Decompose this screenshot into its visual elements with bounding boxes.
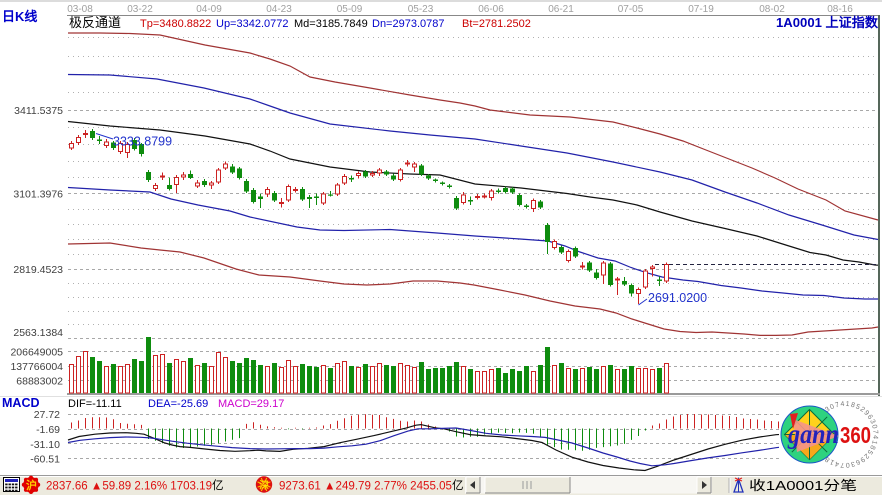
svg-text:137766004: 137766004 <box>10 361 63 373</box>
svg-text:6: 6 <box>854 458 861 466</box>
svg-text:0: 0 <box>870 424 878 430</box>
svg-text:4: 4 <box>840 401 845 408</box>
svg-text:2: 2 <box>859 406 866 414</box>
svg-text:27.72: 27.72 <box>34 409 60 421</box>
svg-text:68883002: 68883002 <box>16 376 63 388</box>
svg-text:gann: gann <box>787 419 839 449</box>
svg-text:08-02: 08-02 <box>759 4 785 15</box>
svg-text:1A0001 上证指数: 1A0001 上证指数 <box>776 15 879 30</box>
svg-text:7: 7 <box>834 402 840 410</box>
svg-text:1: 1 <box>845 401 850 408</box>
svg-text:9: 9 <box>859 455 866 463</box>
svg-text:亿: 亿 <box>212 479 224 492</box>
svg-text:4: 4 <box>871 435 878 440</box>
svg-text:2691.0200: 2691.0200 <box>648 291 707 305</box>
svg-text:沪: 沪 <box>26 478 37 492</box>
svg-text:03-22: 03-22 <box>127 4 153 15</box>
svg-text:08-16: 08-16 <box>827 4 853 15</box>
svg-text:2: 2 <box>862 452 870 460</box>
svg-text:-1.69: -1.69 <box>36 424 60 436</box>
svg-text:03-08: 03-08 <box>67 4 93 15</box>
svg-text:206649005: 206649005 <box>10 347 63 359</box>
svg-text:MACD: MACD <box>2 396 40 410</box>
svg-text:2837.66 ▲59.89 2.16% 1703.19: 2837.66 ▲59.89 2.16% 1703.19 <box>46 479 212 493</box>
svg-text:06-06: 06-06 <box>478 4 504 15</box>
svg-text:05-23: 05-23 <box>408 4 434 15</box>
svg-text:6: 6 <box>866 414 874 421</box>
svg-text:3: 3 <box>824 406 831 414</box>
svg-text:Md=3185.7849: Md=3185.7849 <box>294 18 368 30</box>
svg-text:04-09: 04-09 <box>196 4 222 15</box>
svg-text:1: 1 <box>829 458 836 466</box>
svg-text:8: 8 <box>824 455 831 463</box>
svg-text:-31.10: -31.10 <box>30 439 60 451</box>
svg-text:9273.61 ▲249.79 2.77% 2455.05: 9273.61 ▲249.79 2.77% 2455.05 <box>279 479 452 493</box>
svg-text:3411.5375: 3411.5375 <box>14 105 63 117</box>
svg-text:3: 3 <box>850 460 856 468</box>
svg-text:8: 8 <box>850 402 856 410</box>
svg-text:04-23: 04-23 <box>266 4 292 15</box>
svg-text:1: 1 <box>870 439 878 445</box>
svg-text:5: 5 <box>866 448 874 455</box>
svg-text:-60.51: -60.51 <box>30 453 60 465</box>
svg-text:9: 9 <box>862 409 870 417</box>
svg-text:7: 7 <box>871 430 878 435</box>
svg-text:Up=3342.0772: Up=3342.0772 <box>216 18 288 30</box>
svg-text:360: 360 <box>840 422 871 448</box>
svg-text:DEA=-25.69: DEA=-25.69 <box>148 398 208 410</box>
svg-text:收1A0001分笔: 收1A0001分笔 <box>749 478 857 493</box>
svg-text:4: 4 <box>834 460 840 468</box>
svg-text:Bt=2781.2502: Bt=2781.2502 <box>462 18 531 30</box>
svg-text:Dn=2973.0787: Dn=2973.0787 <box>372 18 444 30</box>
svg-text:3101.3976: 3101.3976 <box>13 189 63 201</box>
svg-text:极反通道: 极反通道 <box>69 15 121 30</box>
svg-text:07-05: 07-05 <box>618 4 644 15</box>
svg-text:2819.4523: 2819.4523 <box>13 264 63 276</box>
svg-text:Tp=3480.8822: Tp=3480.8822 <box>140 18 211 30</box>
svg-text:8: 8 <box>868 444 876 451</box>
svg-text:3333.8799: 3333.8799 <box>113 135 172 149</box>
svg-text:MACD=29.17: MACD=29.17 <box>218 398 284 410</box>
svg-text:深: 深 <box>259 480 269 492</box>
svg-text:07-19: 07-19 <box>688 4 714 15</box>
svg-text:0: 0 <box>829 403 836 411</box>
svg-text:2563.1384: 2563.1384 <box>13 327 63 339</box>
svg-text:亿: 亿 <box>452 479 464 492</box>
svg-text:05-09: 05-09 <box>337 4 363 15</box>
svg-text:0: 0 <box>845 461 850 468</box>
svg-text:06-21: 06-21 <box>548 4 574 15</box>
svg-text:7: 7 <box>840 461 845 468</box>
svg-text:日K线: 日K线 <box>2 9 37 24</box>
svg-text:5: 5 <box>854 403 861 411</box>
svg-text:DIF=-11.11: DIF=-11.11 <box>68 398 122 410</box>
svg-text:3: 3 <box>868 419 876 426</box>
